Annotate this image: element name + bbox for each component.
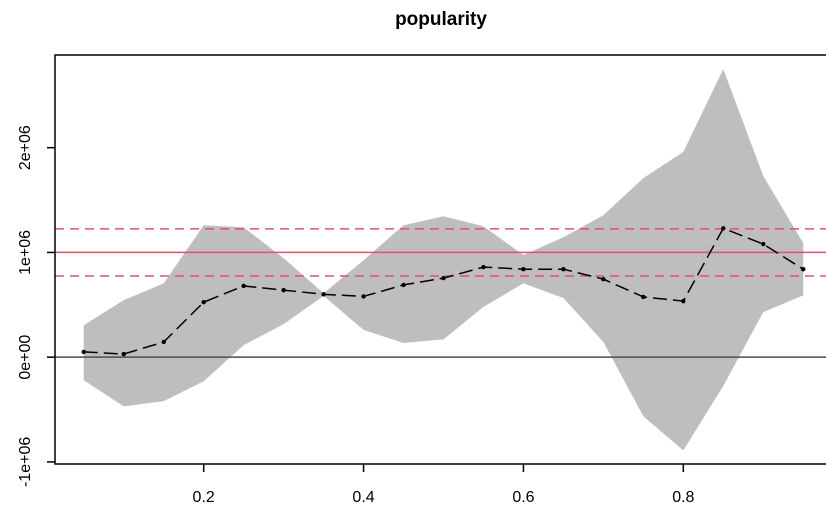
point: [401, 282, 406, 288]
point: [521, 266, 526, 272]
chart-title: popularity: [395, 9, 487, 30]
point: [801, 266, 806, 272]
point: [641, 294, 646, 300]
point: [121, 351, 126, 357]
point: [321, 292, 326, 297]
point: [281, 287, 286, 293]
x-tick-label: 0.4: [352, 489, 374, 506]
point: [561, 266, 566, 272]
point: [721, 226, 726, 231]
plot-box: [54, 54, 826, 465]
y-tick-label: 2e+06: [17, 125, 34, 170]
point: [441, 275, 446, 281]
point: [241, 283, 246, 289]
point: [481, 264, 486, 270]
point: [761, 241, 766, 247]
point: [681, 298, 686, 304]
point: [361, 294, 366, 299]
point: [601, 276, 606, 282]
point: [161, 339, 166, 345]
x-tick-label: 0.6: [512, 489, 534, 506]
y-tick-label: -1e+06: [17, 437, 34, 487]
x-tick-label: 0.8: [672, 489, 694, 506]
confidence-band: [83, 69, 804, 451]
point: [201, 299, 206, 305]
y-tick-label: 1e+06: [17, 230, 34, 275]
point: [81, 349, 86, 355]
x-tick-label: 0.2: [193, 489, 215, 506]
y-tick-label: 0e+00: [17, 335, 34, 380]
